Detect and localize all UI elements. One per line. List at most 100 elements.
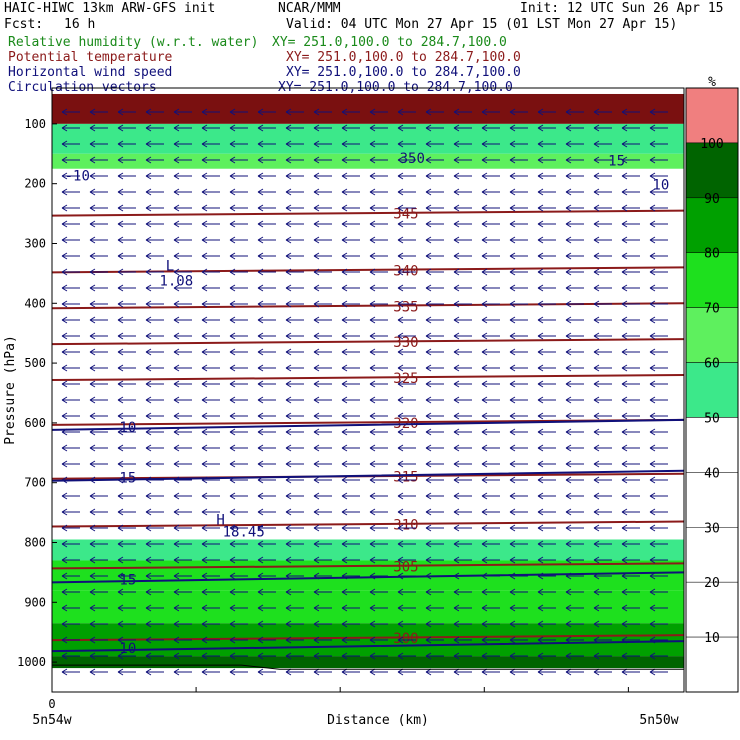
vector-arrow [61, 444, 80, 452]
vector-arrow [313, 108, 332, 116]
vector-arrow [621, 572, 640, 580]
vector-arrow [89, 636, 108, 644]
vector-arrow [537, 300, 556, 308]
vector-arrow [453, 124, 472, 132]
vector-arrow [593, 428, 612, 436]
vector-arrow [341, 140, 360, 148]
vector-arrow [89, 252, 108, 260]
vector-arrow [145, 556, 164, 564]
vector-arrow [117, 380, 136, 388]
vector-arrow [89, 316, 108, 324]
header-org: NCAR/MMM [278, 1, 341, 16]
vector-arrow [117, 188, 136, 196]
vector-arrow [453, 636, 472, 644]
vector-arrow [117, 236, 136, 244]
vector-arrow [145, 108, 164, 116]
vector-arrow [257, 108, 276, 116]
y-tick-label-900: 900 [24, 595, 46, 609]
vector-arrow [61, 268, 80, 276]
vector-arrow [173, 588, 192, 596]
vector-arrow [397, 396, 416, 404]
vector-arrow [173, 524, 192, 532]
vector-arrow [537, 236, 556, 244]
vector-arrow [649, 636, 668, 644]
colorbar-segment-90 [685, 142, 739, 199]
vector-arrow [537, 572, 556, 580]
vector-arrow [649, 588, 668, 596]
vector-arrow [425, 476, 444, 484]
vector-arrow [229, 364, 248, 372]
vector-arrow [285, 236, 304, 244]
vector-arrow [621, 220, 640, 228]
vector-arrow [89, 268, 108, 276]
vector-arrow [201, 540, 220, 548]
vector-arrow [285, 156, 304, 164]
vector-arrow [117, 108, 136, 116]
vector-arrow [509, 188, 528, 196]
vector-arrow [341, 300, 360, 308]
vector-arrow [229, 588, 248, 596]
colorbar-unit: % [708, 75, 716, 90]
vector-arrow [481, 524, 500, 532]
vector-arrow [369, 316, 388, 324]
vector-arrow [173, 300, 192, 308]
vector-arrow [173, 268, 192, 276]
vector-arrow [117, 508, 136, 516]
vector-arrow [397, 364, 416, 372]
vector-arrow [369, 396, 388, 404]
vector-arrow [341, 396, 360, 404]
vector-arrow [509, 300, 528, 308]
vector-arrow [229, 220, 248, 228]
vector-arrow [621, 556, 640, 564]
vector-arrow [229, 524, 248, 532]
vector-arrow [285, 220, 304, 228]
vector-arrow [201, 252, 220, 260]
vector-arrow [229, 284, 248, 292]
vector-arrow [257, 460, 276, 468]
vector-arrow [285, 124, 304, 132]
vector-arrow [257, 204, 276, 212]
vector-arrow [453, 412, 472, 420]
vector-arrow [425, 284, 444, 292]
vector-arrow [145, 188, 164, 196]
circulation-vectors [61, 108, 668, 676]
vector-arrow [285, 412, 304, 420]
vector-arrow [565, 236, 584, 244]
vector-arrow [593, 476, 612, 484]
vector-arrow [257, 396, 276, 404]
vector-arrow [145, 652, 164, 660]
vector-arrow [201, 348, 220, 356]
vector-arrow [89, 428, 108, 436]
vector-arrow [117, 396, 136, 404]
vector-arrow [425, 236, 444, 244]
vector-arrow [145, 428, 164, 436]
vector-arrow [369, 236, 388, 244]
vector-arrow [89, 220, 108, 228]
vector-arrow [173, 172, 192, 180]
vector-arrow [481, 300, 500, 308]
vector-arrow [397, 172, 416, 180]
vector-arrow [481, 204, 500, 212]
vector-arrow [509, 380, 528, 388]
vector-arrow [257, 220, 276, 228]
vector-arrow [89, 140, 108, 148]
vector-arrow [313, 172, 332, 180]
vector-arrow [313, 444, 332, 452]
colorbar-segment-60 [685, 307, 739, 363]
vector-arrow [481, 588, 500, 596]
vector-arrow [313, 492, 332, 500]
vector-arrow [285, 428, 304, 436]
vector-arrow [313, 236, 332, 244]
vector-arrow [201, 604, 220, 612]
vector-arrow [453, 460, 472, 468]
vector-arrow [481, 252, 500, 260]
y-tick-label-100: 100 [24, 117, 46, 131]
vector-arrow [173, 188, 192, 196]
y-tick-label-1000: 1000 [17, 655, 46, 669]
vector-arrow [425, 524, 444, 532]
vector-arrow [257, 316, 276, 324]
vector-arrow [117, 588, 136, 596]
vector-arrow [257, 444, 276, 452]
vector-arrow [565, 156, 584, 164]
vector-arrow [341, 188, 360, 196]
